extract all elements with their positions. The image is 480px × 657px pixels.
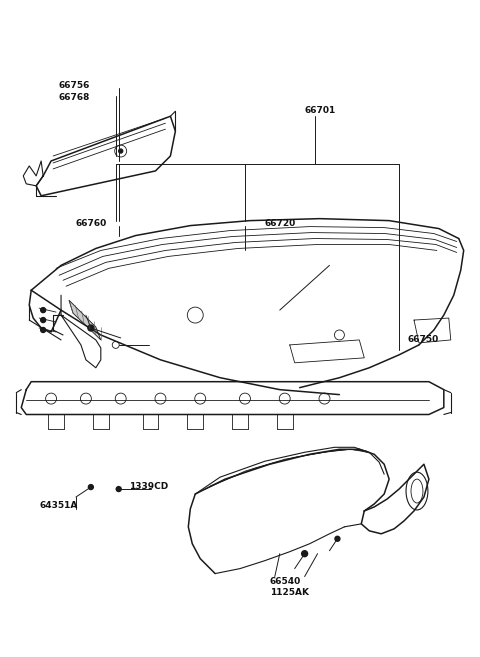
Text: 66540: 66540 [270, 577, 301, 585]
Text: 66756: 66756 [58, 81, 89, 91]
Circle shape [88, 325, 94, 331]
Circle shape [301, 551, 308, 556]
Text: 64351A: 64351A [39, 501, 78, 510]
Text: 1125AK: 1125AK [270, 589, 309, 597]
Text: 66768: 66768 [58, 93, 89, 102]
Circle shape [88, 485, 93, 489]
Text: 66760: 66760 [76, 219, 107, 227]
Text: 66750: 66750 [407, 335, 438, 344]
Polygon shape [69, 300, 101, 340]
Circle shape [116, 487, 121, 491]
Circle shape [41, 327, 46, 332]
Text: 66701: 66701 [305, 106, 336, 115]
Circle shape [119, 149, 123, 153]
Text: 1339CD: 1339CD [129, 482, 168, 491]
Circle shape [41, 307, 46, 313]
Circle shape [41, 317, 46, 323]
Text: 66720: 66720 [265, 219, 296, 227]
Circle shape [335, 536, 340, 541]
